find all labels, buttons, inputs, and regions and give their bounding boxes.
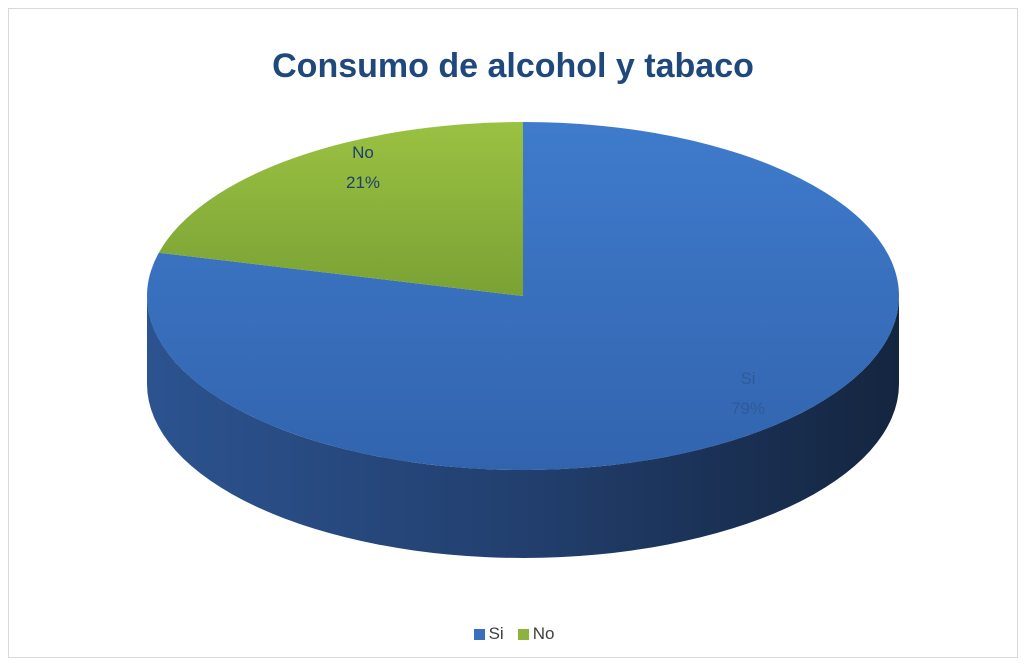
slice-label-no-category: No — [352, 143, 374, 162]
pie-slice-no — [158, 122, 523, 296]
pie-labels: Si 79% No 21% — [346, 143, 765, 418]
slice-label-si-percent: 79% — [731, 399, 765, 418]
legend-label-no: No — [532, 624, 555, 643]
slice-label-si-category: Si — [740, 369, 755, 388]
legend-swatch-no — [517, 628, 529, 640]
pie-side-wall — [147, 296, 899, 558]
slice-label-no-percent: 21% — [346, 173, 380, 192]
pie-side-si — [147, 296, 899, 558]
legend: Si No — [0, 624, 1028, 644]
legend-item-si: Si — [473, 624, 504, 644]
chart-title: Consumo de alcohol y tabaco — [272, 47, 754, 85]
legend-item-no: No — [517, 624, 555, 644]
legend-label-si: Si — [488, 624, 504, 643]
legend-swatch-si — [473, 628, 485, 640]
pie-slice-si — [146, 122, 899, 470]
pie-top-surface — [146, 122, 899, 470]
